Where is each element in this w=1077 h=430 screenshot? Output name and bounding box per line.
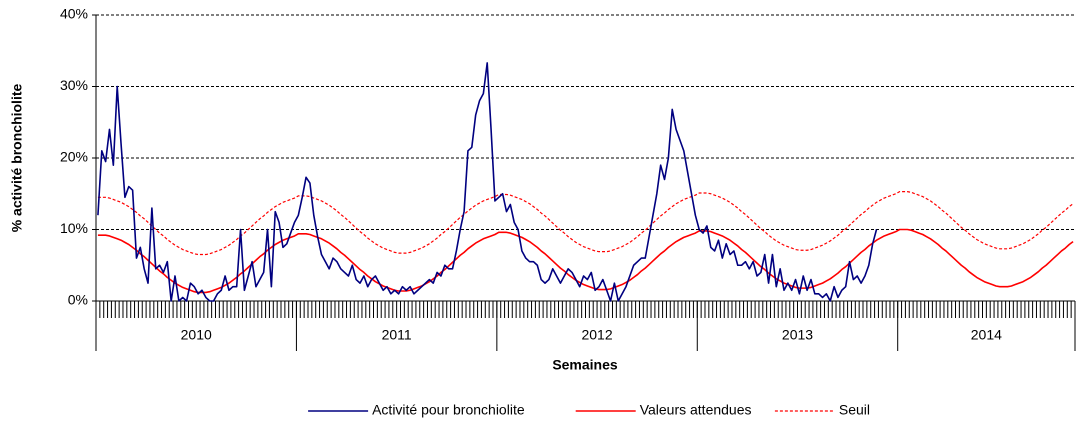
x-group-label: 2010 [181,327,212,343]
legend-label: Activité pour bronchiolite [372,402,525,418]
y-axis-title: % activité bronchiolite [9,83,25,232]
y-tick-label: 40% [60,6,88,22]
x-axis-title: Semaines [552,357,618,373]
x-group-label: 2011 [382,327,412,343]
y-tick-label: 30% [60,77,88,93]
x-group-label: 2013 [782,327,813,343]
legend-label: Seuil [839,402,870,418]
x-group-label: 2012 [581,327,612,343]
x-group-label: 2014 [971,327,1002,343]
series-line [97,62,878,302]
y-tick-label: 20% [60,149,88,165]
legend-label: Valeurs attendues [640,402,752,418]
series-line [97,228,1074,294]
y-tick-label: 10% [60,220,88,236]
y-tick-label: 0% [68,292,88,308]
series-line [97,191,1074,256]
